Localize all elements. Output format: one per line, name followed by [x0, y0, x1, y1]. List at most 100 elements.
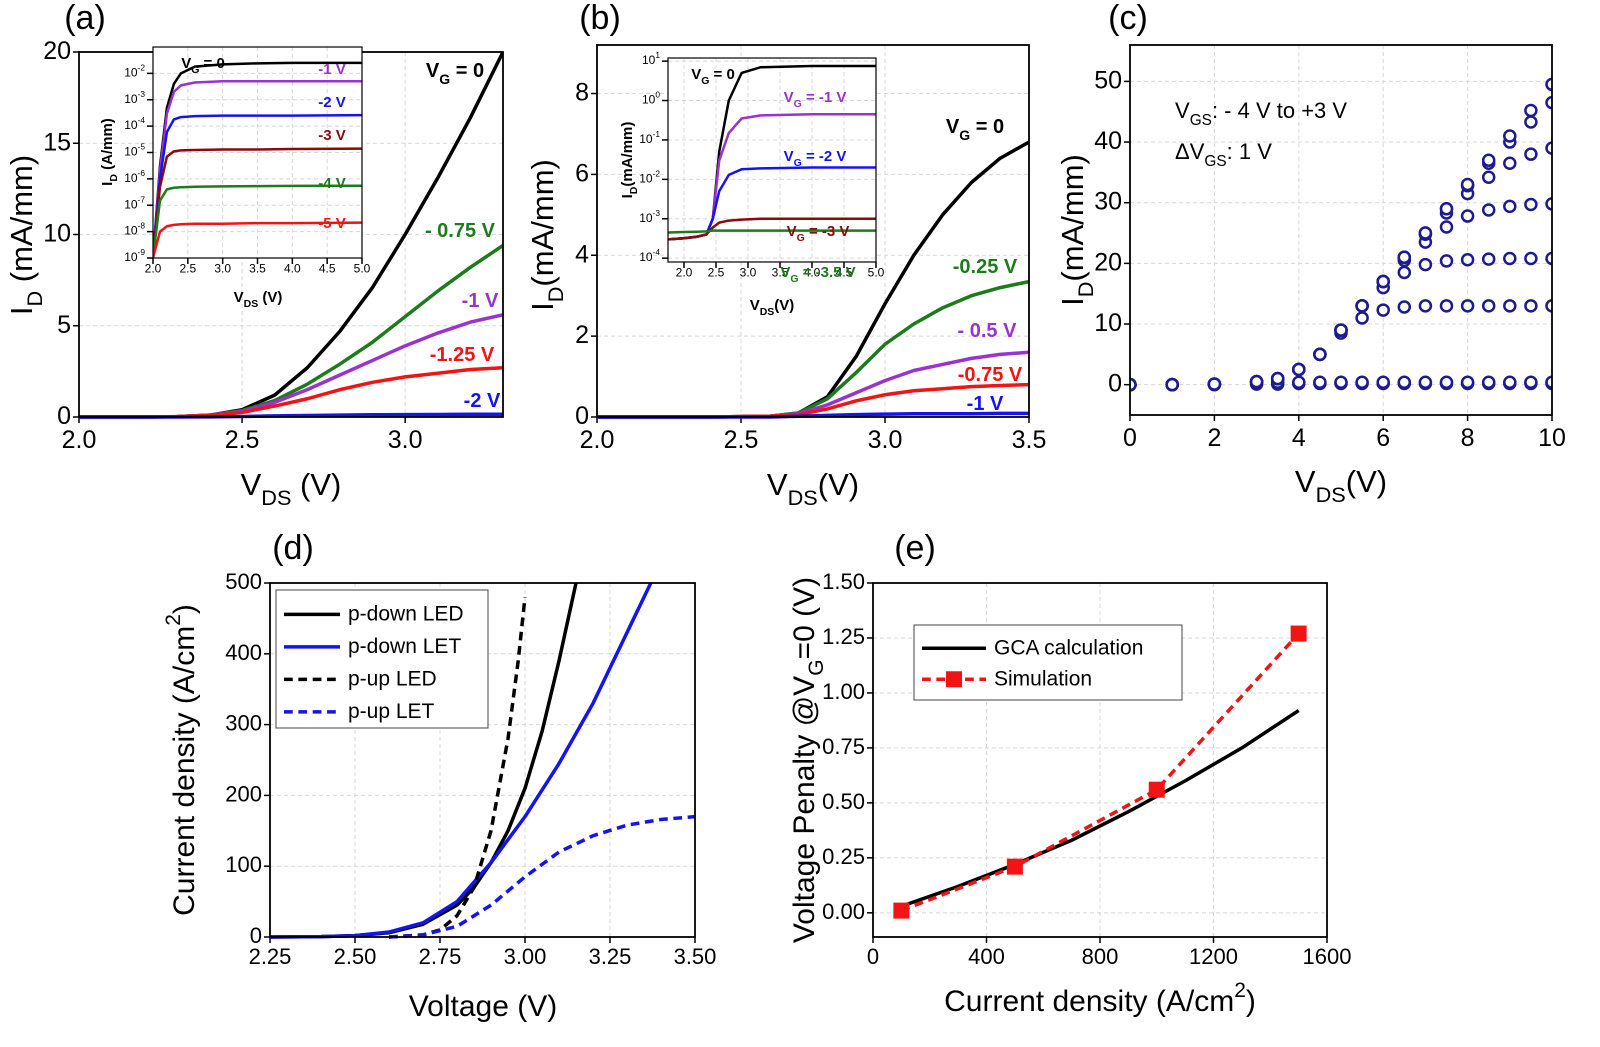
y-axis-label: ID(mA/mm) [619, 122, 640, 199]
y-tick-label: 0 [1108, 369, 1122, 397]
data-line [153, 221, 362, 259]
curve-label: VG = -1 V [784, 89, 847, 110]
data-line [668, 217, 876, 241]
data-point [1439, 220, 1454, 234]
axis-frame [872, 582, 1328, 938]
x-tick-label: 1600 [1303, 944, 1352, 969]
chart-panel: 0 10 20 30 40 50 0 2 4 6 8 10 VDS(V) ID(mA/mm) (c) VGS:… [1055, 0, 1566, 507]
legend-label: GCA calculation [994, 636, 1143, 659]
data-point [1397, 300, 1412, 314]
y-tick-label: 0 [57, 402, 71, 430]
data-line [388, 814, 695, 939]
plot-area [668, 58, 876, 262]
y-tick-label: 0.50 [822, 789, 865, 814]
x-tick-label: 0 [1123, 423, 1137, 451]
y-tick-label: 0.25 [822, 844, 865, 869]
x-tick-label: 5.0 [354, 262, 371, 276]
curve-label: -2 V [318, 94, 346, 111]
y-tick-label: 10-8 [124, 221, 145, 238]
curve-label: VG = -3 V [787, 223, 850, 244]
data-point [1418, 226, 1433, 240]
data-point [1524, 103, 1538, 118]
x-tick-label: 1200 [1189, 944, 1238, 969]
data-point [1524, 115, 1538, 129]
data-point [1355, 375, 1369, 389]
data-point [1355, 299, 1369, 313]
legend-label: p-down LED [348, 602, 464, 625]
x-tick-label: 10 [1538, 423, 1566, 451]
y-tick-label: 10-2 [639, 169, 660, 186]
panel-label: (e) [894, 529, 936, 567]
y-axis-label: ID (mA/mm) [4, 155, 47, 315]
inset-chart: 10-9 10-8 10-7 10-6 10-5 10-4 10-3 10-2 2.0 2.5 3.… [99, 46, 371, 310]
inset-chart: 10-4 10-3 10-2 10-1 100 101 2.0 2.5 3.0 3.5 4.0 4.5… [619, 50, 885, 317]
curve-label: -1 V [462, 290, 499, 312]
y-tick-label: 1.00 [822, 679, 865, 704]
data-point [1503, 199, 1517, 214]
x-tick-label: 2.5 [225, 425, 260, 453]
y-axis-label: Voltage Penalty @VG=0 (V) [788, 577, 828, 943]
series-group [900, 632, 1300, 913]
data-point [1460, 252, 1475, 267]
x-tick-label: 3.00 [504, 944, 547, 969]
data-line [153, 113, 362, 259]
panel-label: (a) [64, 0, 106, 37]
data-point [1313, 375, 1327, 389]
data-point [1270, 371, 1285, 386]
x-tick-label: 3.5 [772, 266, 789, 280]
panel-label: (c) [1108, 0, 1148, 37]
data-point [1418, 375, 1433, 389]
data-line [388, 596, 527, 939]
data-point [1397, 375, 1412, 389]
legend-box [913, 624, 1183, 701]
curve-label: - 0.75 V [425, 220, 496, 242]
data-point [1524, 251, 1538, 266]
x-tick-label: 2.0 [676, 266, 693, 280]
data-point [1355, 311, 1369, 325]
y-tick-label: 40 [1094, 127, 1122, 155]
x-tick-label: 0 [867, 944, 879, 969]
x-axis-label: VDS(V) [750, 297, 795, 318]
x-tick-label: 3.0 [868, 425, 903, 453]
data-point [1481, 170, 1496, 184]
y-tick-label: 4 [575, 240, 589, 268]
data-point [1503, 251, 1517, 266]
legend-label: p-up LED [348, 667, 437, 690]
x-tick-label: 2.0 [62, 425, 97, 453]
x-tick-label: 4.0 [284, 262, 301, 276]
y-tick-label: 100 [225, 852, 262, 877]
data-point [1481, 203, 1496, 217]
x-tick-label: 3.0 [214, 262, 231, 276]
data-line [668, 229, 876, 234]
curve-label: -1 V [967, 393, 1004, 415]
legend-marker [946, 671, 962, 688]
y-tick-label: 0.75 [822, 734, 865, 759]
data-line [270, 582, 653, 939]
x-axis-label: Voltage (V) [409, 990, 557, 1023]
data-point [1524, 197, 1538, 212]
data-marker [1006, 858, 1023, 875]
y-tick-label: 200 [225, 781, 262, 806]
plot-area [1130, 45, 1552, 415]
curve-label: VG = -2 V [784, 148, 847, 169]
chart-panel: 0 100 200 300 400 500 2.25 2.50 2.75 3.00 3.25 3.50… [162, 529, 716, 1023]
data-point [1481, 375, 1496, 389]
data-point [1334, 375, 1348, 389]
axis-frame [269, 582, 696, 938]
data-marker [1148, 781, 1165, 798]
data-point [1545, 77, 1552, 92]
y-tick-label: 10-3 [639, 208, 660, 225]
curve-label: -2 V [464, 390, 501, 412]
x-tick-label: 3.5 [249, 262, 266, 276]
x-tick-label: 3.25 [589, 944, 632, 969]
y-axis-label: ID (A/mm) [99, 118, 120, 186]
y-tick-label: 30 [1094, 187, 1122, 215]
data-point [1439, 202, 1454, 216]
data-point [1460, 299, 1475, 313]
y-tick-label: 2 [575, 321, 589, 349]
curve-label: VG = 0 [181, 55, 225, 76]
data-point [1207, 377, 1222, 391]
x-tick-label: 4.5 [836, 266, 853, 280]
data-point [1313, 347, 1327, 362]
